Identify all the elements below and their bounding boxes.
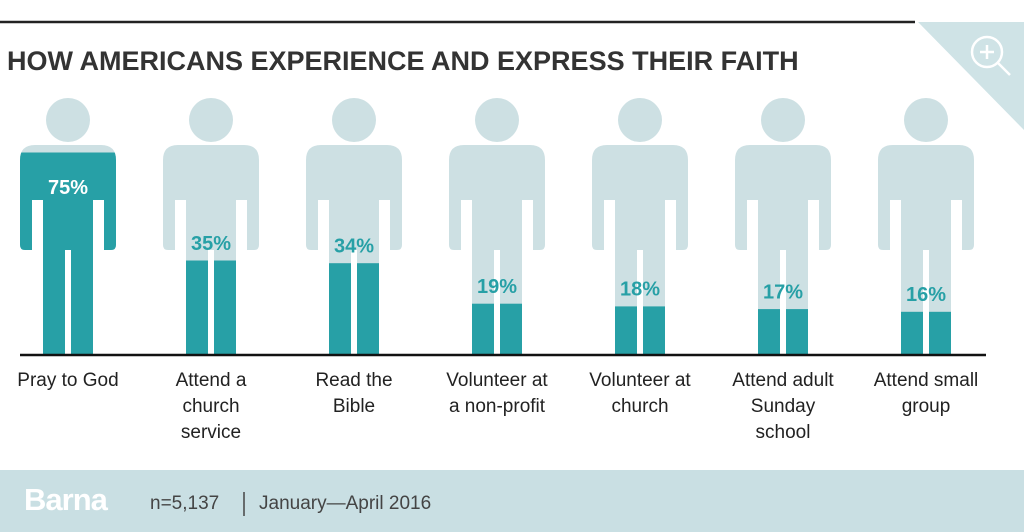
- category-label: Attend small group: [873, 370, 979, 417]
- figure: 19%: [449, 98, 545, 355]
- figure-head: [332, 98, 376, 142]
- category-label: Attend a church service: [175, 370, 247, 443]
- category-label: Attend adult Sunday school: [732, 370, 834, 443]
- figure: 75%: [20, 98, 116, 355]
- bar: [306, 263, 402, 355]
- bar: [449, 303, 545, 355]
- figure-head: [475, 98, 519, 142]
- corner: [918, 22, 1024, 130]
- figure: 34%: [306, 98, 402, 355]
- figure-body: [878, 145, 974, 355]
- figure-body: [449, 145, 545, 355]
- zoom-icon[interactable]: [970, 35, 1011, 76]
- figure-body: [735, 145, 831, 355]
- category-label: Volunteer at church: [589, 370, 691, 417]
- figure: 17%: [735, 98, 831, 355]
- category-label: Pray to God: [17, 370, 119, 391]
- footer-band: [0, 470, 1024, 532]
- bar: [878, 311, 974, 355]
- figure-head: [189, 98, 233, 142]
- brand: Barna: [24, 482, 109, 517]
- figure: 16%: [878, 98, 974, 355]
- figure-body: [592, 145, 688, 355]
- chart-title: HOW AMERICANS EXPERIENCE AND EXPRESS THE…: [7, 46, 799, 76]
- figure-head: [618, 98, 662, 142]
- bar: [163, 260, 259, 355]
- bar: [735, 309, 831, 355]
- category-label: Volunteer at a non-profit: [446, 370, 548, 417]
- value-label: 35%: [191, 233, 231, 255]
- bar: [592, 306, 688, 355]
- date-range: January—April 2016: [259, 493, 431, 514]
- figure: 35%: [163, 98, 259, 355]
- figure-head: [761, 98, 805, 142]
- sample-size: n=5,137: [150, 493, 219, 514]
- value-label: 18%: [620, 279, 660, 301]
- value-label: 34%: [334, 235, 374, 257]
- figure-head: [904, 98, 948, 142]
- value-label: 75%: [48, 177, 88, 199]
- value-label: 19%: [477, 276, 517, 298]
- category-label: Read the Bible: [315, 370, 393, 417]
- value-label: 16%: [906, 284, 946, 306]
- value-label: 17%: [763, 281, 803, 303]
- figure-head: [46, 98, 90, 142]
- figure: 18%: [592, 98, 688, 355]
